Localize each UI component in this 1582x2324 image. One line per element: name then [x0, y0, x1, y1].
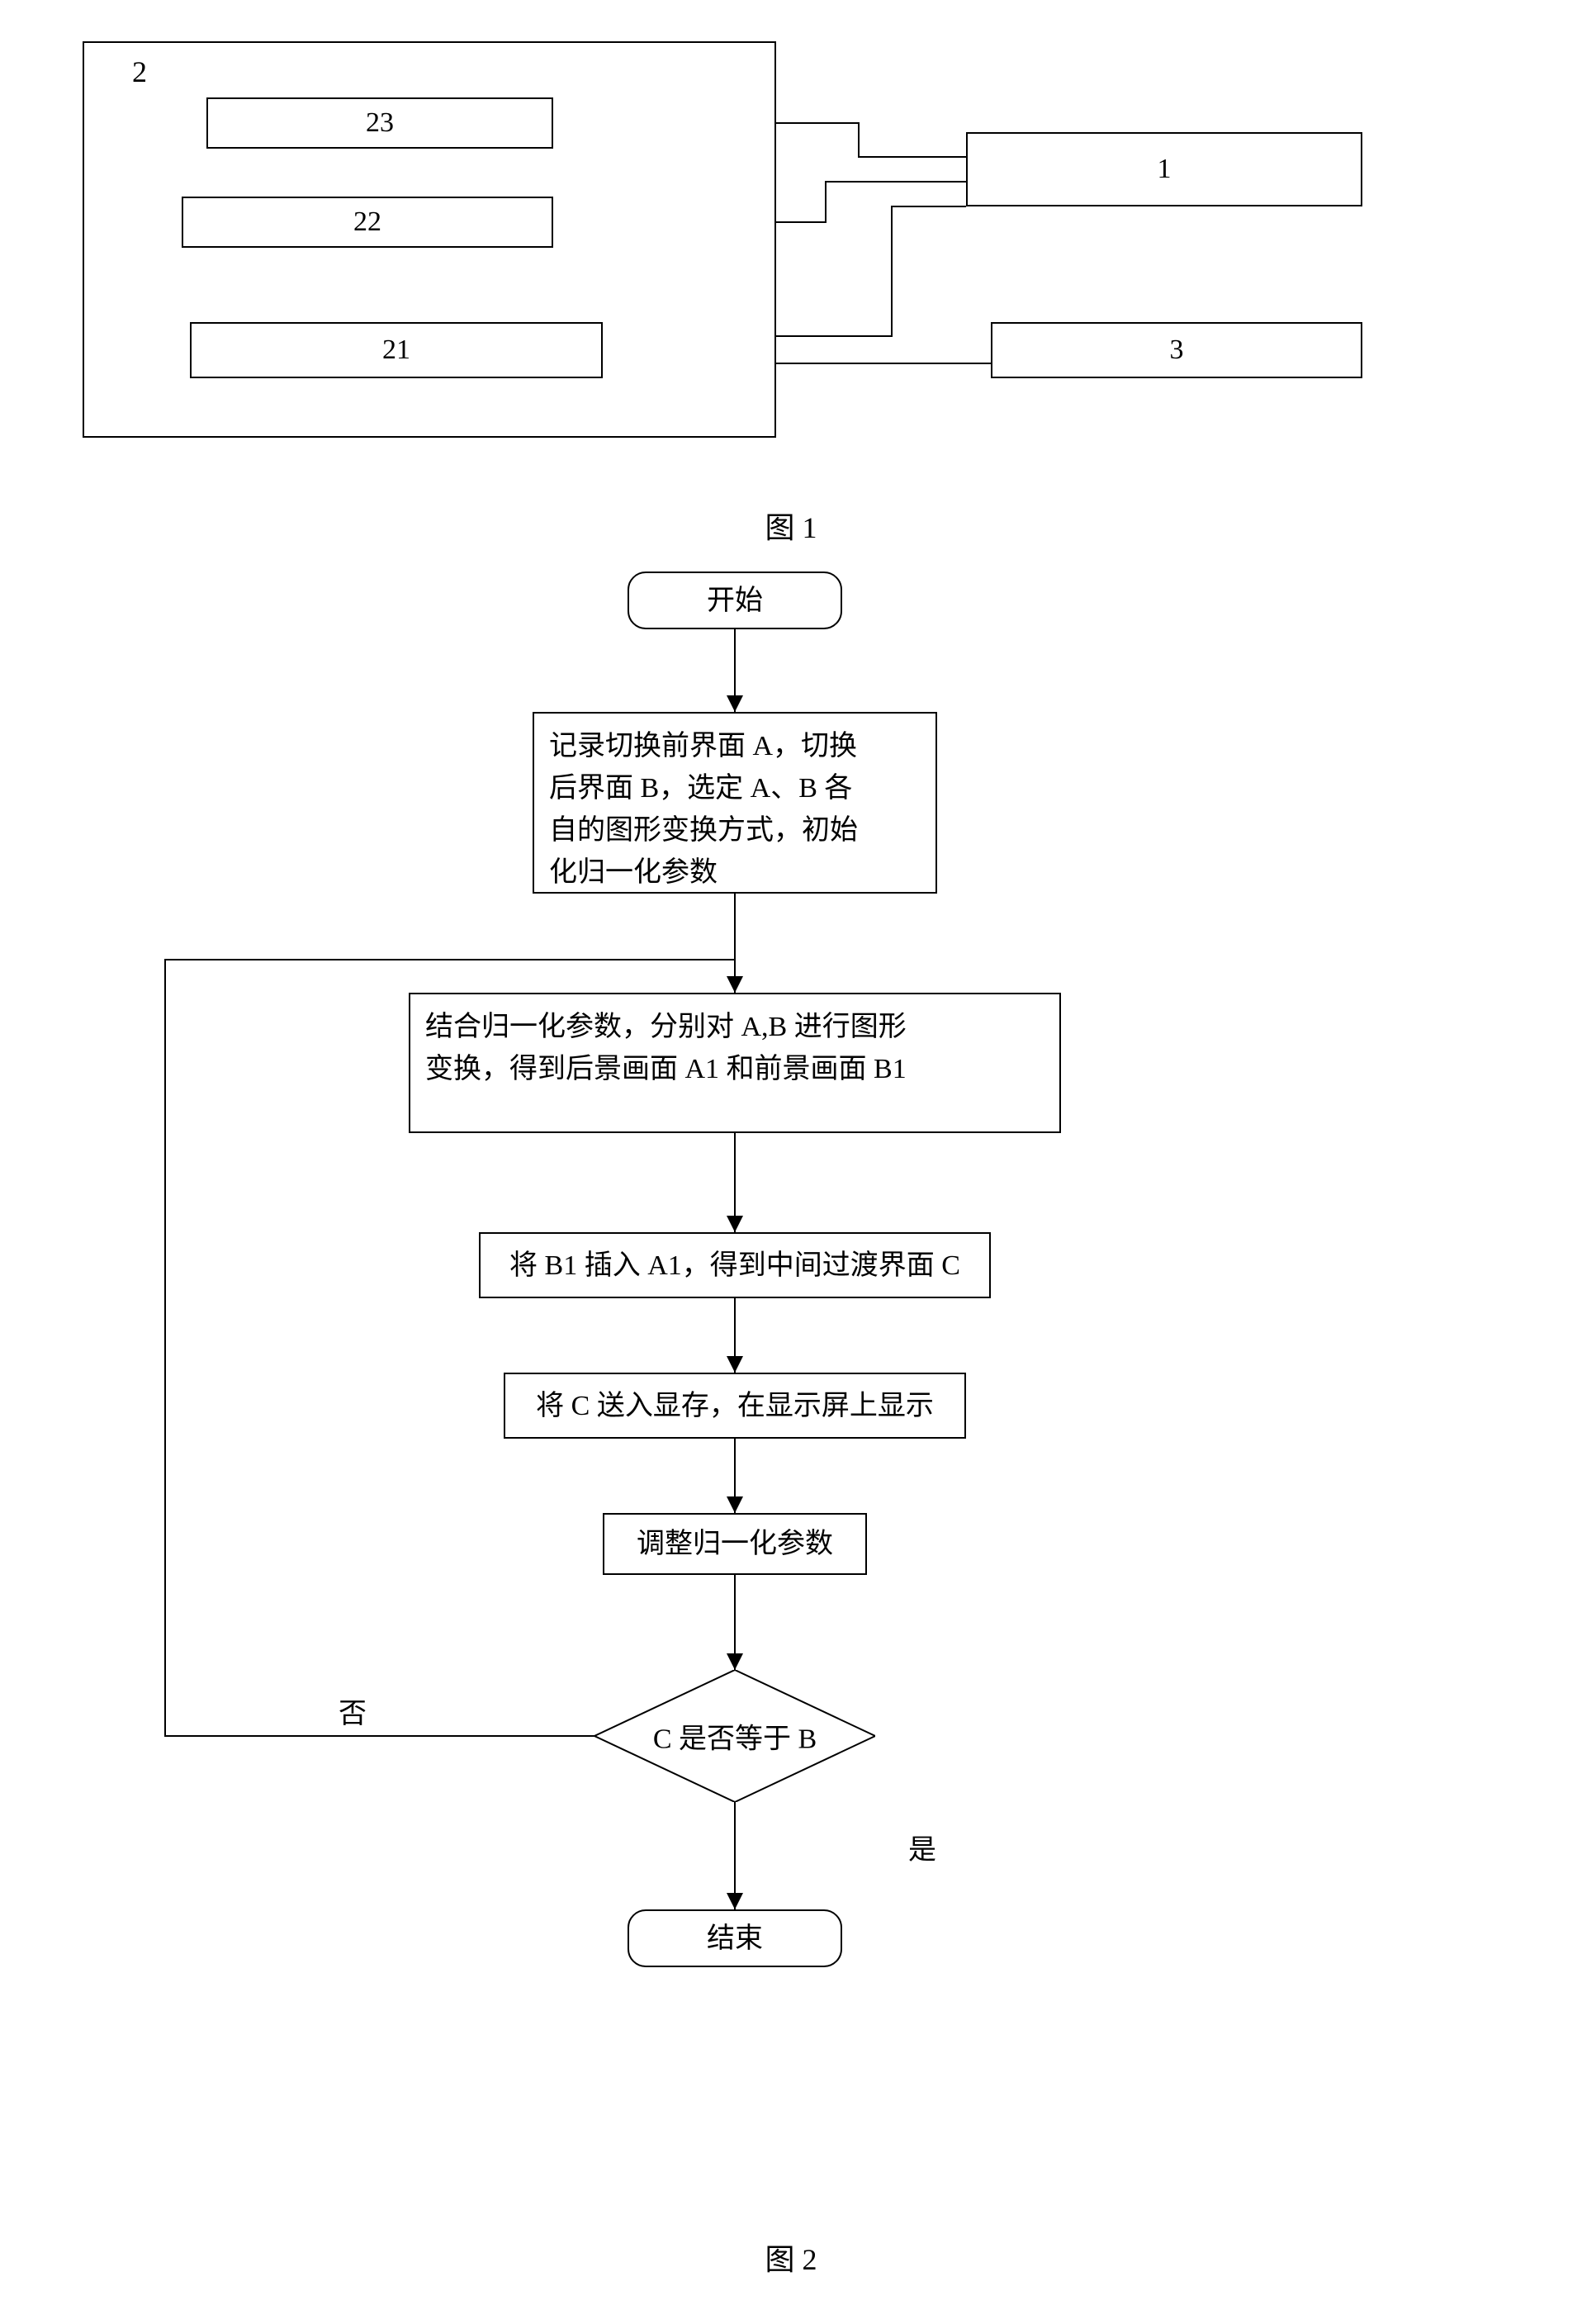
step-3: 将 B1 插入 A1，得到中间过渡界面 C — [479, 1232, 991, 1298]
inner-b23: 23 — [206, 97, 553, 149]
fig2-caption: 图 2 — [33, 2236, 1549, 2279]
decision-diamond: C 是否等于 B — [594, 1670, 875, 1802]
decision-label: C 是否等于 B — [653, 1716, 817, 1757]
step-2: 结合归一化参数，分别对 A,B 进行图形 变换，得到后景画面 A1 和前景画面 … — [409, 993, 1061, 1133]
fig1-caption: 图 1 — [33, 504, 1549, 547]
inner-b21: 21 — [190, 322, 603, 378]
inner-b22: 22 — [182, 197, 553, 248]
flowchart-fig2: 开始记录切换前界面 A，切换 后界面 B，选定 A、B 各 自的图形变换方式，初… — [33, 572, 1549, 2223]
right-b3: 3 — [991, 322, 1362, 378]
step-5: 调整归一化参数 — [603, 1513, 867, 1575]
start-terminator: 开始 — [628, 572, 842, 629]
no-label: 否 — [339, 1691, 367, 1731]
outer-box-label: 2 — [132, 55, 147, 89]
yes-label: 是 — [908, 1827, 936, 1867]
step-1: 记录切换前界面 A，切换 后界面 B，选定 A、B 各 自的图形变换方式，初始 … — [533, 712, 937, 894]
right-b1: 1 — [966, 132, 1362, 206]
end-terminator: 结束 — [628, 1909, 842, 1967]
step-4: 将 C 送入显存，在显示屏上显示 — [504, 1373, 966, 1439]
block-diagram-fig1: 2 23 22 21 1 3 — [33, 33, 1549, 487]
